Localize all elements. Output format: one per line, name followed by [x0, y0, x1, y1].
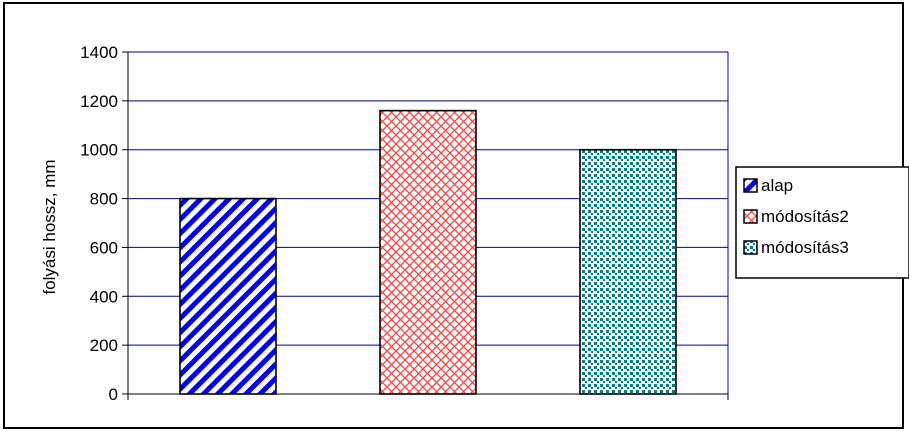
y-tick-label: 200 [90, 336, 118, 355]
y-tick-label: 800 [90, 190, 118, 209]
legend-box [735, 166, 909, 279]
legend-label-módosítás3: módosítás3 [761, 238, 849, 257]
y-tick-label: 600 [90, 238, 118, 257]
legend-swatch-módosítás3 [743, 240, 758, 255]
y-tick-label: 400 [90, 287, 118, 306]
legend-label-alap: alap [761, 176, 793, 195]
bar-módosítás3 [579, 148, 677, 395]
legend-swatch-alap [743, 178, 758, 193]
plot-area: 0 200 400 600 800 1000 1200 1400 [80, 43, 729, 404]
bar-módosítás2 [379, 109, 477, 395]
legend: alap módosítás2 módosítás3 [735, 166, 909, 279]
y-tick-label: 1000 [80, 141, 118, 160]
legend-label-módosítás2: módosítás2 [761, 207, 849, 226]
y-axis-title: folyási hossz, mm [40, 159, 59, 294]
legend-swatch-módosítás2 [743, 209, 758, 224]
bar-alap [179, 197, 277, 395]
y-tick-label: 0 [109, 385, 118, 404]
y-tick-label: 1400 [80, 43, 118, 62]
y-tick-label: 1200 [80, 92, 118, 111]
